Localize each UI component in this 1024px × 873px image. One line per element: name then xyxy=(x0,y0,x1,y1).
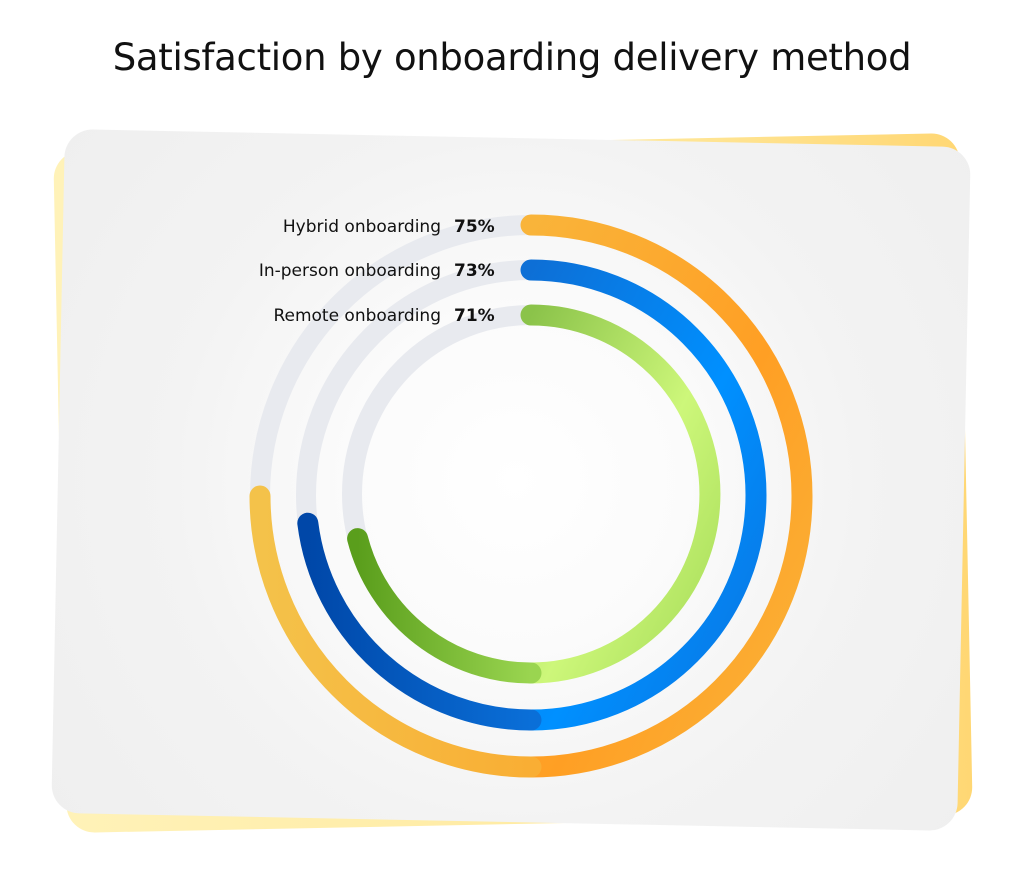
chart-title: Satisfaction by onboarding delivery meth… xyxy=(112,36,912,79)
legend-label: In-person onboarding xyxy=(258,261,441,281)
legend-label: Remote onboarding xyxy=(273,306,441,326)
legend-label: Hybrid onboarding xyxy=(282,217,441,237)
legend-item-in-person: In-person onboarding 73% xyxy=(259,258,500,284)
bar-hybrid xyxy=(249,214,813,778)
legend-value: 71% xyxy=(454,306,495,326)
legend-value: 75% xyxy=(454,217,495,237)
legend-value: 73% xyxy=(454,261,495,281)
bar-remote xyxy=(347,304,721,684)
bar-in-person xyxy=(297,259,767,731)
legend-item-remote: Remote onboarding 71% xyxy=(273,303,500,329)
legend-item-hybrid: Hybrid onboarding 75% xyxy=(283,214,500,240)
